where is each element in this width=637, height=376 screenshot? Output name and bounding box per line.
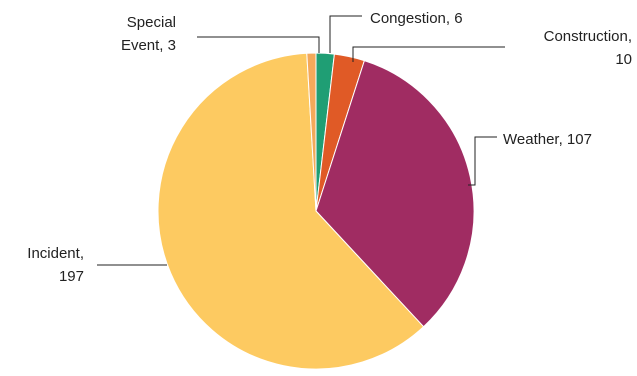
slice-label-line: Congestion, 6 [370, 10, 463, 27]
pie-slice-weather [315, 59, 475, 328]
leader-line-special-event [197, 36, 320, 53]
pie-slice-incident [157, 52, 425, 370]
slice-label-line: Event, 3 [121, 37, 176, 54]
pie-slice-special-event [306, 52, 317, 212]
slice-label-line: 197 [59, 268, 84, 285]
slice-label-line: Weather, 107 [503, 131, 592, 148]
leader-line-construction [352, 46, 505, 62]
slices-layer [157, 52, 475, 370]
slice-label-special-event: Special Event, 3 [121, 14, 176, 54]
leader-line-weather [468, 136, 497, 186]
slice-label-incident: Incident, 197 [27, 245, 84, 285]
slice-label-line: 10 [615, 51, 632, 68]
labels-layer: Congestion, 6 Construction, 10 Weather, 107… [27, 10, 632, 285]
slice-label-line: Construction, [544, 28, 632, 45]
leader-lines-layer [97, 15, 505, 266]
slice-label-line: Special [127, 14, 176, 31]
leader-line-congestion [329, 15, 362, 53]
slice-label-congestion: Congestion, 6 [370, 10, 463, 27]
slice-label-line: Incident, [27, 245, 84, 262]
slice-label-construction: Construction, 10 [544, 28, 632, 68]
slice-label-weather: Weather, 107 [503, 131, 592, 148]
